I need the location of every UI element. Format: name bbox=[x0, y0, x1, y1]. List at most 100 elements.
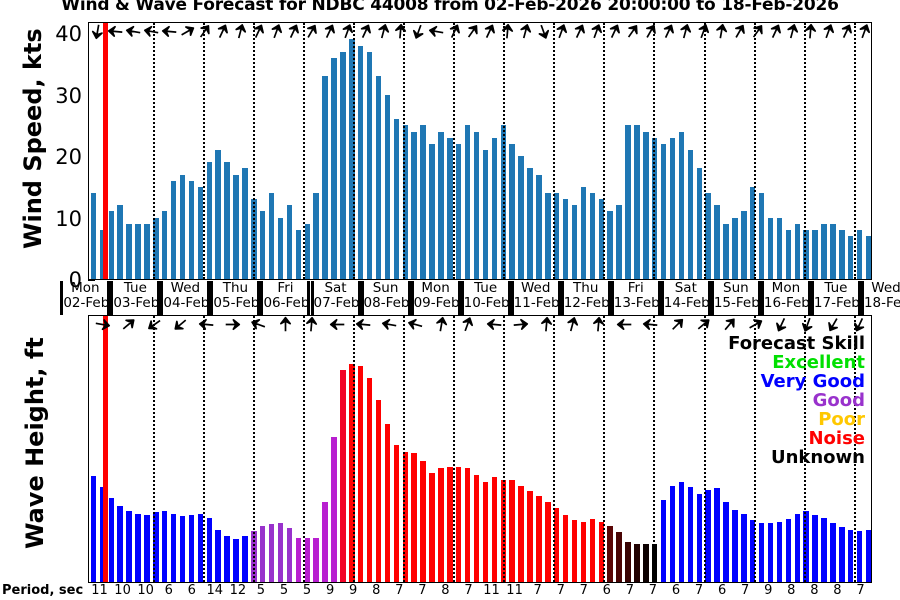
wave-height-panel: Wave Height, ft 05101520 Forecast Skill … bbox=[0, 310, 900, 600]
bar bbox=[660, 500, 667, 582]
bar bbox=[589, 193, 596, 279]
bar bbox=[455, 466, 462, 582]
bar bbox=[482, 150, 489, 279]
bar bbox=[215, 150, 221, 279]
bar bbox=[705, 489, 711, 582]
date-axis-cell: Thu 12-Feb bbox=[560, 280, 611, 315]
bar bbox=[562, 199, 569, 279]
date-axis-date: 13-Feb bbox=[613, 295, 660, 311]
bar bbox=[215, 529, 221, 582]
gridline bbox=[553, 316, 556, 582]
wave-height-plot-frame: Forecast Skill Excellent Very Good Good … bbox=[88, 315, 872, 583]
bar bbox=[847, 529, 854, 582]
bar bbox=[732, 509, 738, 582]
date-axis-cell: Sun 15-Feb bbox=[710, 281, 761, 315]
bar bbox=[188, 515, 195, 582]
bar bbox=[420, 125, 426, 279]
bar bbox=[438, 131, 444, 279]
wind-speed-bars bbox=[89, 23, 871, 279]
date-axis-cell: Sat 14-Feb bbox=[660, 281, 711, 315]
gridline bbox=[603, 23, 606, 279]
period-value: 6 bbox=[187, 583, 196, 598]
bar bbox=[839, 527, 845, 582]
period-value: 9 bbox=[325, 583, 335, 598]
bar bbox=[660, 143, 667, 279]
legend-item-unknown: Unknown bbox=[770, 447, 865, 468]
bar bbox=[741, 211, 747, 279]
period-value: 11 bbox=[91, 583, 108, 598]
bar bbox=[643, 544, 649, 582]
bar bbox=[803, 229, 809, 279]
bar bbox=[714, 205, 720, 279]
bar bbox=[571, 205, 578, 279]
period-value: 8 bbox=[810, 583, 819, 598]
bar bbox=[313, 537, 319, 582]
bar bbox=[527, 168, 533, 279]
bar bbox=[812, 229, 818, 279]
bar bbox=[776, 217, 783, 279]
bar bbox=[527, 490, 533, 582]
period-value: 8 bbox=[787, 583, 796, 598]
bar bbox=[830, 223, 836, 279]
bar bbox=[758, 193, 765, 279]
bar bbox=[598, 521, 605, 582]
date-axis-weekday: Sun bbox=[372, 280, 399, 296]
period-value: 10 bbox=[114, 583, 131, 598]
bar bbox=[224, 536, 230, 582]
bar bbox=[242, 536, 248, 582]
bar bbox=[135, 223, 141, 279]
period-value: 7 bbox=[556, 583, 565, 598]
gridline bbox=[453, 316, 456, 582]
wind-now-marker bbox=[103, 23, 108, 279]
bar bbox=[571, 520, 578, 582]
y-axis-tick-label: 30 bbox=[55, 83, 82, 108]
bar bbox=[304, 537, 311, 582]
date-axis-date: 14-Feb bbox=[663, 295, 710, 311]
period-value: 7 bbox=[464, 583, 473, 598]
bar bbox=[179, 516, 186, 582]
gridline bbox=[703, 23, 706, 279]
gridline bbox=[503, 316, 506, 582]
gridline bbox=[153, 23, 156, 279]
bar bbox=[767, 217, 774, 279]
bar bbox=[589, 519, 596, 582]
bar bbox=[153, 217, 159, 279]
period-value: 7 bbox=[856, 583, 865, 598]
bar bbox=[616, 205, 622, 279]
bar bbox=[224, 162, 230, 279]
bar bbox=[847, 236, 854, 279]
bar bbox=[714, 488, 720, 582]
date-axis-date: 06-Feb bbox=[263, 295, 310, 311]
date-axis-weekday: Fri bbox=[277, 280, 294, 296]
bar bbox=[455, 143, 462, 279]
bar bbox=[420, 461, 426, 582]
wave-height-axis-label: Wave Height, ft bbox=[21, 337, 49, 549]
bar bbox=[785, 229, 792, 279]
gridline bbox=[853, 23, 856, 279]
legend-item-poor: Poor bbox=[818, 409, 865, 430]
date-axis-weekday: Thu bbox=[573, 280, 599, 296]
date-axis-cell: Mon 16-Feb bbox=[760, 281, 811, 315]
wave-now-marker bbox=[103, 316, 108, 582]
bar bbox=[304, 223, 311, 279]
period-value: 8 bbox=[441, 583, 450, 598]
date-axis-date: 17-Feb bbox=[813, 295, 860, 311]
date-axis-cell: Fri 13-Feb bbox=[610, 281, 661, 315]
gridline bbox=[803, 23, 806, 279]
bar bbox=[500, 480, 507, 582]
legend-item-good: Good bbox=[812, 390, 865, 411]
bar bbox=[411, 131, 417, 279]
period-value: 5 bbox=[256, 583, 266, 598]
date-axis-weekday: Tue bbox=[824, 280, 848, 296]
bar bbox=[429, 473, 435, 582]
date-axis-cell: Tue 03-Feb bbox=[110, 281, 161, 315]
bar bbox=[295, 537, 302, 582]
bar bbox=[785, 519, 792, 582]
bar bbox=[126, 510, 132, 582]
bar bbox=[553, 508, 560, 582]
bar bbox=[161, 211, 168, 279]
bar bbox=[464, 468, 471, 582]
date-axis-weekday: Thu bbox=[222, 280, 249, 296]
date-axis-cell: Tue 17-Feb bbox=[810, 280, 861, 315]
bar bbox=[90, 193, 97, 279]
